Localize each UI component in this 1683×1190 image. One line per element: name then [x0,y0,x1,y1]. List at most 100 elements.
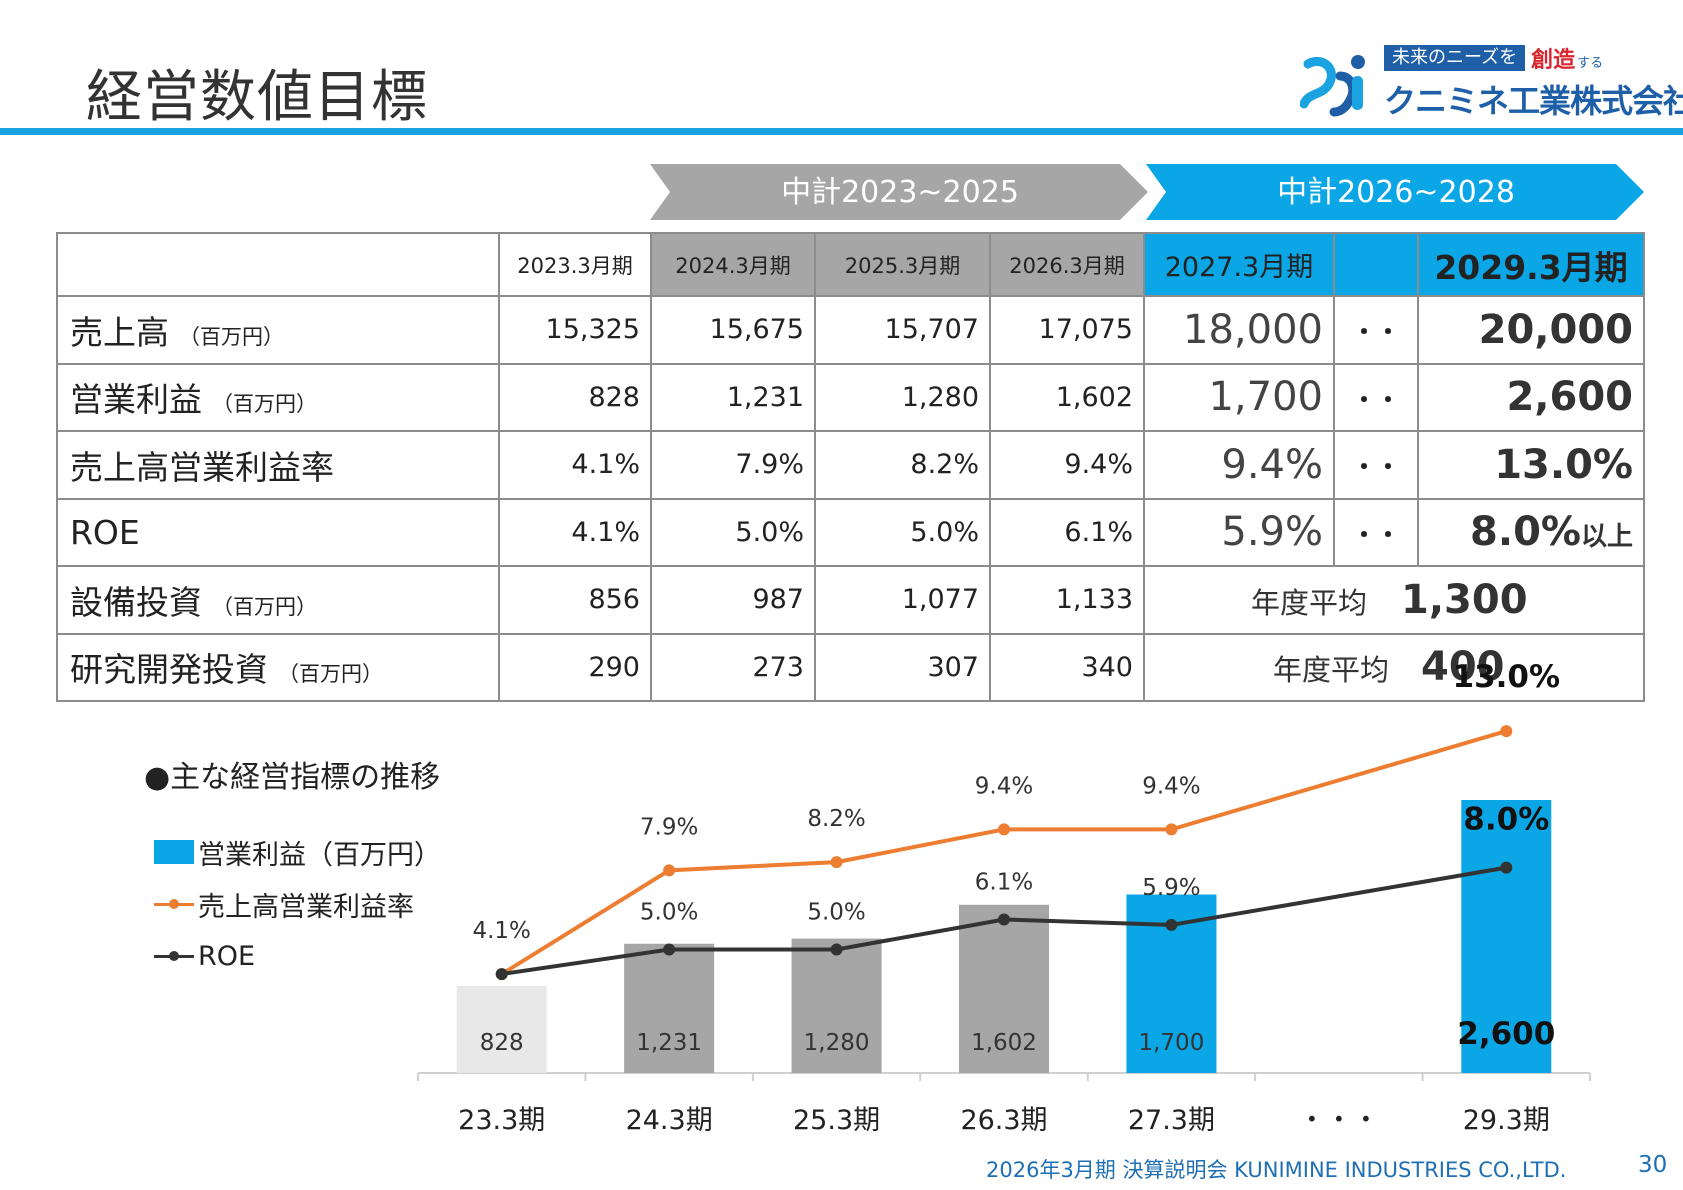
header-cell: 2026.3月期 [989,232,1145,297]
table-row: 設備投資 （百万円） 856 987 1,077 1,133 年度平均 1,300 [56,565,1645,635]
table-cell: 290 [498,632,652,702]
annual-average-cell: 年度平均 1,300 [1143,565,1645,635]
legend-label: 売上高営業利益率 [198,891,414,923]
ellipsis-cell: ・・ [1333,362,1419,432]
roe-label: 5.9% [1142,875,1200,901]
roe-label: 6.1% [975,869,1033,895]
roe-point [663,943,676,956]
operating-margin-label: 7.9% [640,814,698,840]
bar-value-label: 1,602 [971,1030,1037,1056]
bar-operating-profit [1126,894,1217,1073]
table-cell: 15,325 [498,295,652,365]
bar-value-label: 1,700 [1138,1030,1204,1056]
table-cell: 17,075 [989,295,1145,365]
page-number: 30 [1638,1152,1668,1178]
roe-label: 8.0% [1463,802,1549,838]
page-title: 経営数値目標 [86,65,428,130]
roe-point [830,943,843,956]
operating-margin-point [830,856,843,869]
table-cell: 1,602 [989,362,1145,432]
row-label: 営業利益 （百万円） [56,362,500,432]
table-row: 営業利益 （百万円） 828 1,231 1,280 1,602 1,700 ・・… [56,362,1645,432]
row-label: 売上高営業利益率 [56,430,500,500]
operating-margin-point [998,823,1010,836]
roe-point [998,913,1010,926]
company-logo: 未来のニーズを 創造 する クニミネ工業株式会社 [1300,40,1683,120]
header-cell: 2024.3月期 [650,232,816,297]
x-axis-category-label: 27.3期 [1128,1105,1215,1136]
row-label: 研究開発投資 （百万円） [56,632,500,702]
legend-label: 営業利益（百万円） [198,839,441,871]
table-cell: 1,231 [650,362,816,432]
legend-item-operating-profit: 営業利益（百万円） [154,826,441,878]
ellipsis-cell: ・・ [1333,295,1419,365]
bar-operating-profit [624,943,715,1073]
table-cell: 340 [989,632,1145,702]
roe-point [1165,918,1178,931]
x-axis-category-label: 25.3期 [793,1105,880,1136]
table-cell: 4.1% [498,497,652,567]
targets-table: 2023.3月期 2024.3月期 2025.3月期 2026.3月期 2027… [56,232,1645,702]
header-cell: 2025.3月期 [814,232,991,297]
target-cell: 20,000 [1417,295,1645,365]
logo-tagline-suffix: する [1577,55,1604,71]
operating-margin-point [1165,823,1178,836]
annual-average-cell: 年度平均 400 [1143,632,1645,702]
plan-label: 中計2023~2025 [781,175,1019,210]
table-row: 売上高営業利益率 4.1% 7.9% 8.2% 9.4% 9.4% ・・ 13.… [56,430,1645,500]
table-row: 売上高 （百万円） 15,325 15,675 15,707 17,075 18,… [56,295,1645,365]
table-cell: 7.9% [650,430,816,500]
table-cell: 828 [498,362,652,432]
operating-margin-point [1500,725,1513,738]
plan-arrow-shape [650,164,1148,220]
bar-value-label: 1,231 [636,1030,702,1056]
footer-text: 2026年3月期 決算説明会 KUNIMINE INDUSTRIES CO.,L… [986,1158,1567,1182]
ellipsis-cell: ・・ [1333,430,1419,500]
header-cell [56,232,500,297]
operating-margin-label: 9.4% [1142,773,1200,799]
operating-margin-label: 8.2% [807,806,865,832]
table-cell: 8.2% [814,430,991,500]
row-label: 売上高 （百万円） [56,295,500,365]
table-row: ROE 4.1% 5.0% 5.0% 6.1% 5.9% ・・ 8.0%以上 [56,497,1645,567]
header-cell: 2029.3月期 [1417,232,1645,297]
bar-operating-profit [456,986,547,1073]
operating-margin-point [663,864,676,877]
legend-item-operating-margin: 売上高営業利益率 [154,878,441,930]
logo-company-name: クニミネ工業株式会社 [1384,82,1683,120]
plan-label: 中計2026~2028 [1277,175,1515,210]
table-cell: 15,707 [814,295,991,365]
table-cell: 5.0% [650,497,816,567]
table-cell: 15,675 [650,295,816,365]
ellipsis-cell: ・・ [1333,497,1419,567]
target-cell: 2,600 [1417,362,1645,432]
bar-value-label: 828 [480,1030,524,1056]
table-cell: 9.4% [989,430,1145,500]
roe-point [1500,861,1513,874]
table-header-row: 2023.3月期 2024.3月期 2025.3月期 2026.3月期 2027… [56,232,1645,297]
operating-margin-point [495,968,508,981]
logo-tagline-accent: 創造 [1531,48,1576,73]
logo-mark-icon [1300,55,1365,117]
plan-cell: 1,700 [1143,362,1335,432]
legend-item-roe: ROE [154,930,441,982]
table-cell: 987 [650,565,816,635]
plan-cell: 9.4% [1143,430,1335,500]
table-cell: 4.1% [498,430,652,500]
roe-line [501,865,1507,977]
plan-arrow-shape [1146,164,1644,220]
target-cell: 13.0% [1417,430,1645,500]
legend-label: ROE [198,940,256,972]
bar-operating-profit [791,938,882,1073]
target-cell: 8.0%以上 [1417,497,1645,567]
table-cell: 6.1% [989,497,1145,567]
bar-value-label: 2,600 [1457,1016,1555,1052]
x-axis-category-label: 26.3期 [960,1105,1047,1136]
table-cell: 307 [814,632,991,702]
plan-cell: 5.9% [1143,497,1335,567]
plan-arrow-2026-2028: 中計2026~2028 [1146,164,1644,220]
title-divider [0,128,1683,135]
operating-margin-line [500,729,1507,976]
bar-operating-profit [959,904,1049,1073]
operating-margin-label: 9.4% [975,773,1033,799]
